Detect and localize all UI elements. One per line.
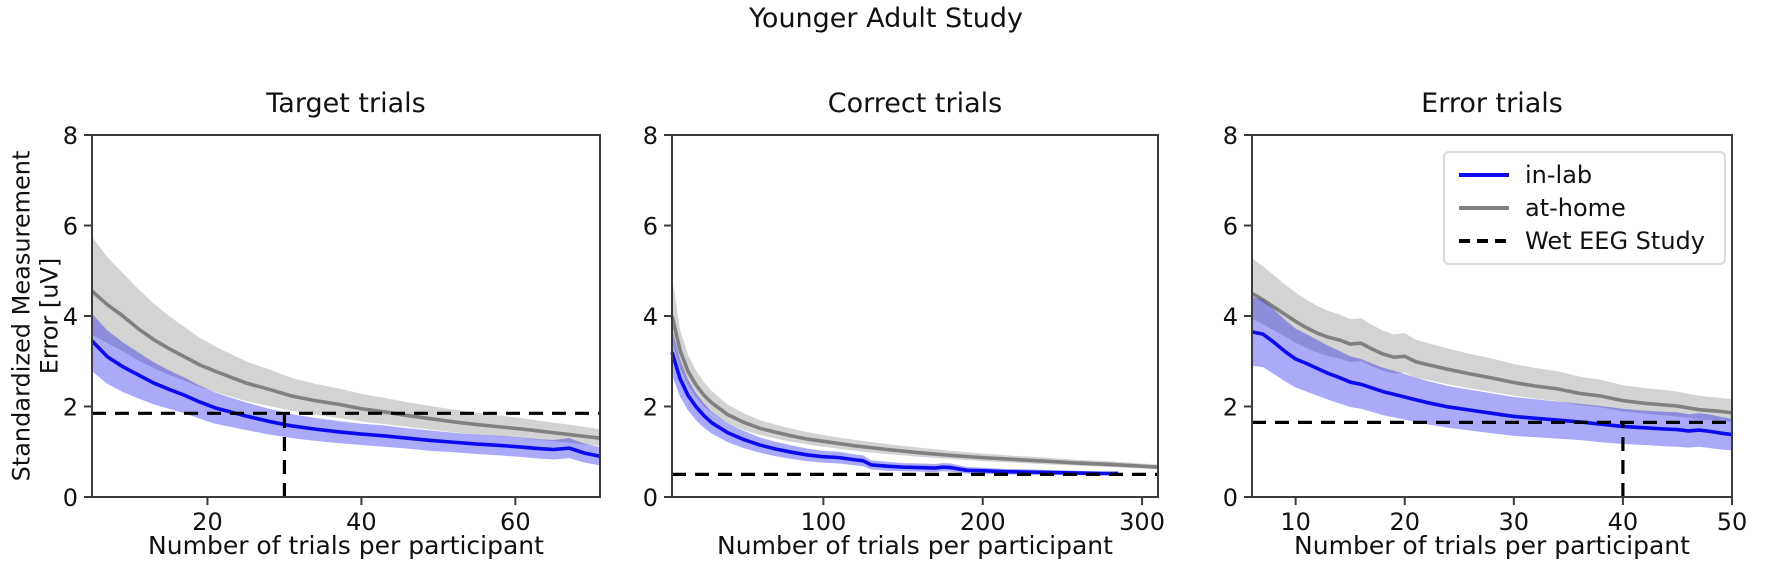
y-axis-label: Standardized Measurement Error [uV] — [8, 151, 65, 482]
svg-text:6: 6 — [1223, 213, 1238, 241]
subplot-title-target-trials: Target trials — [266, 88, 426, 119]
svg-text:4: 4 — [63, 303, 78, 331]
legend-item-in-lab: in-lab — [1459, 163, 1712, 187]
legend-item-at-home: at-home — [1459, 196, 1712, 220]
svg-text:300: 300 — [1119, 508, 1165, 536]
svg-text:6: 6 — [643, 213, 658, 241]
target-trials-plot: 20 40 60 0 2 4 6 8 — [63, 122, 601, 536]
legend-label-wet-eeg-study: Wet EEG Study — [1525, 227, 1705, 255]
svg-text:100: 100 — [800, 508, 846, 536]
svg-text:10: 10 — [1280, 508, 1311, 536]
svg-text:40: 40 — [346, 508, 377, 536]
svg-text:60: 60 — [500, 508, 531, 536]
legend: in-lab at-home Wet EEG Study — [1443, 151, 1726, 265]
svg-text:6: 6 — [63, 213, 78, 241]
svg-text:20: 20 — [192, 508, 223, 536]
correct-trials-plot: 100 200 300 0 2 4 6 8 — [643, 122, 1165, 536]
svg-text:8: 8 — [63, 122, 78, 150]
x-axis-label-error-trials: Number of trials per participant — [1294, 531, 1690, 560]
svg-text:200: 200 — [960, 508, 1006, 536]
x-axis-label-target-trials: Number of trials per participant — [148, 531, 544, 560]
svg-text:2: 2 — [643, 394, 658, 422]
svg-text:2: 2 — [63, 394, 78, 422]
svg-text:30: 30 — [1499, 508, 1530, 536]
svg-text:8: 8 — [1223, 122, 1238, 150]
subplot-title-error-trials: Error trials — [1421, 88, 1563, 119]
legend-item-wet-eeg-study: Wet EEG Study — [1459, 229, 1712, 253]
figure-suptitle: Younger Adult Study — [749, 3, 1023, 34]
svg-text:2: 2 — [1223, 394, 1238, 422]
svg-text:20: 20 — [1389, 508, 1420, 536]
svg-text:0: 0 — [643, 484, 658, 512]
svg-text:50: 50 — [1717, 508, 1748, 536]
svg-text:0: 0 — [1223, 484, 1238, 512]
svg-text:0: 0 — [63, 484, 78, 512]
svg-text:4: 4 — [643, 303, 658, 331]
wet-eeg-dashed-line-swatch — [1459, 239, 1509, 243]
svg-text:4: 4 — [1223, 303, 1238, 331]
in-lab-line-swatch — [1459, 173, 1509, 177]
error-trials-plot: 10 20 30 40 50 0 2 4 6 8 — [1223, 122, 1748, 536]
y-axis-label-line1: Standardized Measurement — [7, 150, 36, 482]
x-axis-label-correct-trials: Number of trials per participant — [717, 531, 1113, 560]
subplot-title-correct-trials: Correct trials — [827, 88, 1003, 119]
legend-label-in-lab: in-lab — [1525, 161, 1593, 189]
y-axis-label-line2: Error [uV] — [36, 257, 64, 375]
at-home-line-swatch — [1459, 206, 1509, 210]
svg-text:8: 8 — [643, 122, 658, 150]
legend-label-at-home: at-home — [1525, 194, 1626, 222]
svg-text:40: 40 — [1608, 508, 1639, 536]
